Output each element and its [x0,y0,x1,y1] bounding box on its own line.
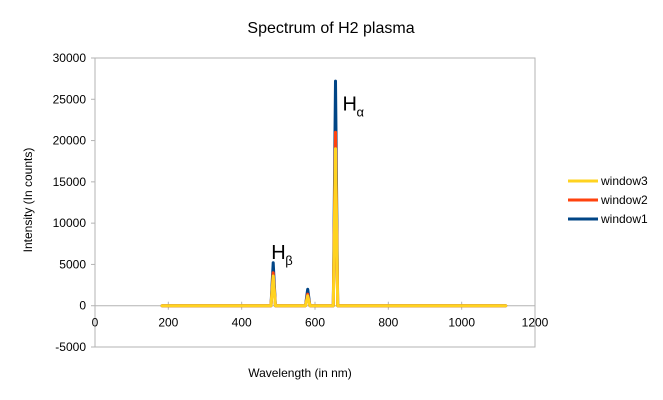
series-line-window3 [160,147,508,308]
x-tick-label: 1000 [448,316,475,330]
y-tick-label: 0 [79,299,86,313]
y-axis-title: Intensity (In counts) [21,148,35,253]
y-tick-label: 30000 [53,51,87,65]
peak-label-main: H [271,242,285,264]
legend-label-window3: window3 [600,174,648,188]
series-layer [160,79,508,308]
chart-title: Spectrum of H2 plasma [247,20,414,37]
legend-label-window2: window2 [600,193,648,207]
legend-label-window1: window1 [600,212,648,226]
x-tick-label: 800 [378,316,398,330]
x-tick-label: 1200 [522,316,549,330]
x-axis-title: Wavelength (in nm) [248,366,352,380]
x-axis-ticks: 0 200 400 600 800 1000 1200 [92,301,549,330]
y-tick-label: 20000 [53,134,87,148]
x-tick-label: 200 [158,316,178,330]
y-axis-ticks: -5000 0 5000 10000 15000 20000 25000 30000 [53,51,95,354]
peak-label-sub: α [357,104,365,119]
y-tick-label: 10000 [53,216,87,230]
x-tick-label: 400 [232,316,252,330]
y-tick-label: -5000 [55,340,86,354]
x-tick-label: 600 [305,316,325,330]
y-tick-label: 25000 [53,92,87,106]
y-tick-label: 15000 [53,175,87,189]
legend: window3 window2 window1 [568,174,648,226]
peak-label-sub: β [285,253,292,268]
peak-label-main: H [343,93,357,115]
plot-area [94,57,536,348]
y-tick-label: 5000 [59,257,86,271]
x-tick-label: 0 [92,316,99,330]
